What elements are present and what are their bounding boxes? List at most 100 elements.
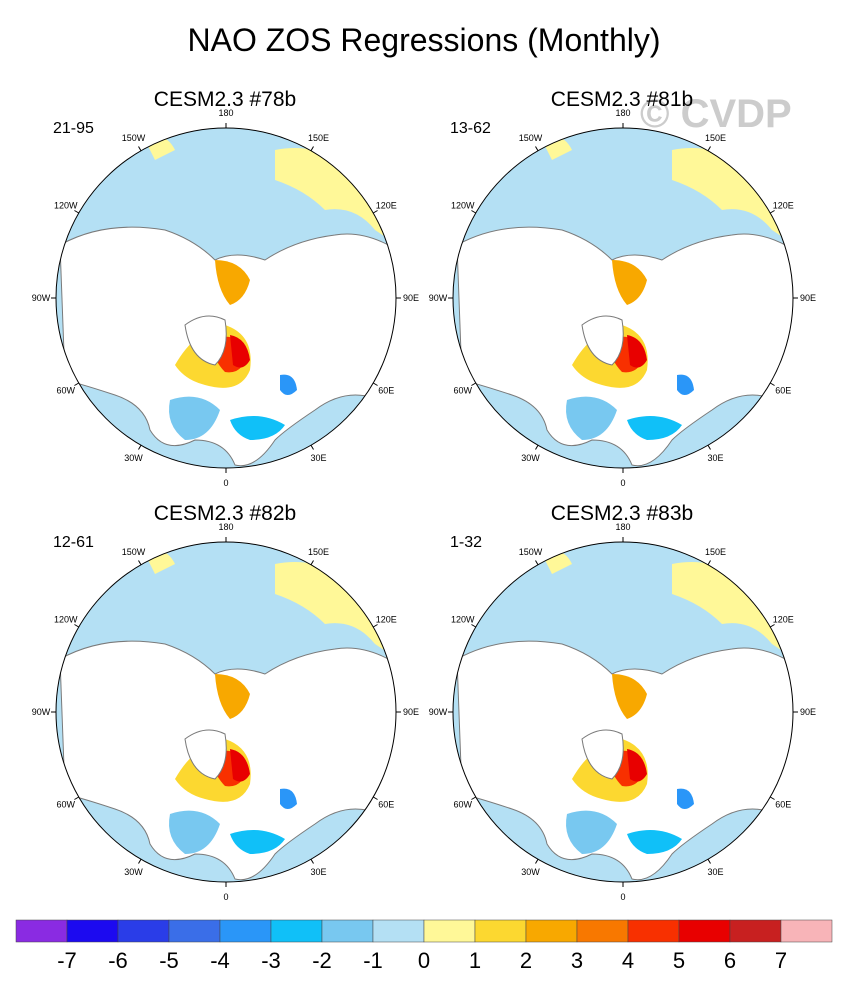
cvdp-watermark: © CVDP <box>640 92 792 136</box>
positive-patch <box>672 562 787 654</box>
map-field <box>56 542 396 882</box>
lon-label: 60W <box>454 386 473 396</box>
panel-title: CESM2.3 #78b <box>153 88 297 111</box>
lon-label: 120E <box>376 201 397 211</box>
lon-label: 0 <box>620 892 625 902</box>
colorbar-box <box>117 919 170 943</box>
panel-years: 13-62 <box>450 120 491 137</box>
lon-label: 150E <box>705 133 726 143</box>
lon-label: 60W <box>454 800 473 810</box>
lon-label: 30W <box>521 453 540 463</box>
colorbar-tick: -1 <box>363 948 383 973</box>
colorbar-tick: -2 <box>312 948 332 973</box>
lon-label: 150E <box>705 547 726 557</box>
positive-patch <box>275 562 390 654</box>
lon-tick <box>138 858 142 864</box>
lon-label: 60E <box>775 386 791 396</box>
lon-tick <box>535 444 539 450</box>
negative-patch <box>677 374 694 395</box>
lon-label: 150W <box>122 547 146 557</box>
lon-tick <box>138 560 142 566</box>
lon-tick <box>372 382 378 386</box>
anomaly-patch <box>612 260 647 305</box>
lon-label: 180 <box>218 522 233 532</box>
lon-label: 30W <box>521 867 540 877</box>
negative-patch <box>169 810 220 854</box>
lon-tick <box>707 444 711 450</box>
polar-map: 180 150E 120E 90E 60E 30E 0 30W 60W 90W 120W 150W <box>32 108 419 488</box>
map-field <box>453 542 793 882</box>
lon-label: 150E <box>308 547 329 557</box>
lon-tick <box>769 382 775 386</box>
lon-label: 30E <box>310 453 326 463</box>
lon-label: 120E <box>773 615 794 625</box>
colorbar-tick: 4 <box>622 948 634 973</box>
anomaly-patch <box>230 749 250 782</box>
lon-label: 90W <box>32 293 51 303</box>
colorbar-tick: -3 <box>261 948 281 973</box>
colorbar-tick: -4 <box>210 948 230 973</box>
lon-tick <box>310 858 314 864</box>
lon-tick <box>471 210 477 214</box>
polar-map: 180 150E 120E 90E 60E 30E 0 30W 60W 90W 120W 150W <box>429 522 816 902</box>
panel-title: CESM2.3 #83b <box>550 502 694 525</box>
lon-label: 120E <box>376 615 397 625</box>
map-panel: CESM2.3 #82b 12-61 180 150E 120E 90E 60E 30E 0… <box>25 502 425 912</box>
lon-label: 30W <box>124 867 143 877</box>
lon-label: 0 <box>223 892 228 902</box>
anomaly-patch <box>627 749 647 782</box>
lon-tick <box>372 796 378 800</box>
lon-tick <box>138 444 142 450</box>
lon-tick <box>74 624 80 628</box>
colorbar-tick: 3 <box>571 948 583 973</box>
negative-patch <box>566 810 617 854</box>
colorbar-tick: -7 <box>57 948 77 973</box>
greenland <box>581 729 624 780</box>
lon-tick <box>535 146 539 152</box>
colorbar-box <box>372 919 425 943</box>
colorbar-box <box>525 919 578 943</box>
lon-tick <box>372 624 378 628</box>
panel-title: CESM2.3 #82b <box>153 502 297 525</box>
lon-label: 0 <box>620 478 625 488</box>
colorbar-box <box>576 919 629 943</box>
lon-label: 120W <box>54 201 78 211</box>
colorbar-tick: 1 <box>469 948 481 973</box>
lon-label: 30E <box>310 867 326 877</box>
lon-label: 150W <box>519 547 543 557</box>
colorbar-box <box>627 919 680 943</box>
colorbar-tick: 6 <box>724 948 736 973</box>
positive-patch <box>672 148 787 240</box>
negative-patch <box>230 416 285 440</box>
lon-label: 150E <box>308 133 329 143</box>
colorbar-box <box>168 919 221 943</box>
lon-label: 30E <box>707 453 723 463</box>
anomaly-patch <box>627 335 647 368</box>
lon-label: 60E <box>378 386 394 396</box>
polar-map: 180 150E 120E 90E 60E 30E 0 30W 60W 90W 120W 150W <box>429 108 816 488</box>
lon-tick <box>471 382 477 386</box>
negative-patch <box>566 396 617 440</box>
lon-label: 90W <box>32 707 51 717</box>
greenland <box>184 315 227 366</box>
greenland <box>184 729 227 780</box>
positive-patch <box>275 148 390 240</box>
lon-label: 60E <box>378 800 394 810</box>
polar-map: 180 150E 120E 90E 60E 30E 0 30W 60W 90W 120W 150W <box>32 522 419 902</box>
map-panel: CESM2.3 #78b 21-95 180 150E 120E 90E 60E 30E 0… <box>25 88 425 498</box>
anomaly-patch <box>215 260 250 305</box>
lon-tick <box>707 858 711 864</box>
lon-label: 90W <box>429 293 448 303</box>
lon-label: 30E <box>707 867 723 877</box>
lon-tick <box>372 210 378 214</box>
lon-label: 90E <box>800 707 816 717</box>
lon-tick <box>769 210 775 214</box>
lon-tick <box>74 382 80 386</box>
lon-tick <box>310 146 314 152</box>
lon-label: 180 <box>218 108 233 118</box>
lon-tick <box>74 210 80 214</box>
lon-tick <box>471 796 477 800</box>
negative-patch <box>627 416 682 440</box>
figure-title: NAO ZOS Regressions (Monthly) <box>187 22 661 58</box>
lon-tick <box>310 560 314 566</box>
